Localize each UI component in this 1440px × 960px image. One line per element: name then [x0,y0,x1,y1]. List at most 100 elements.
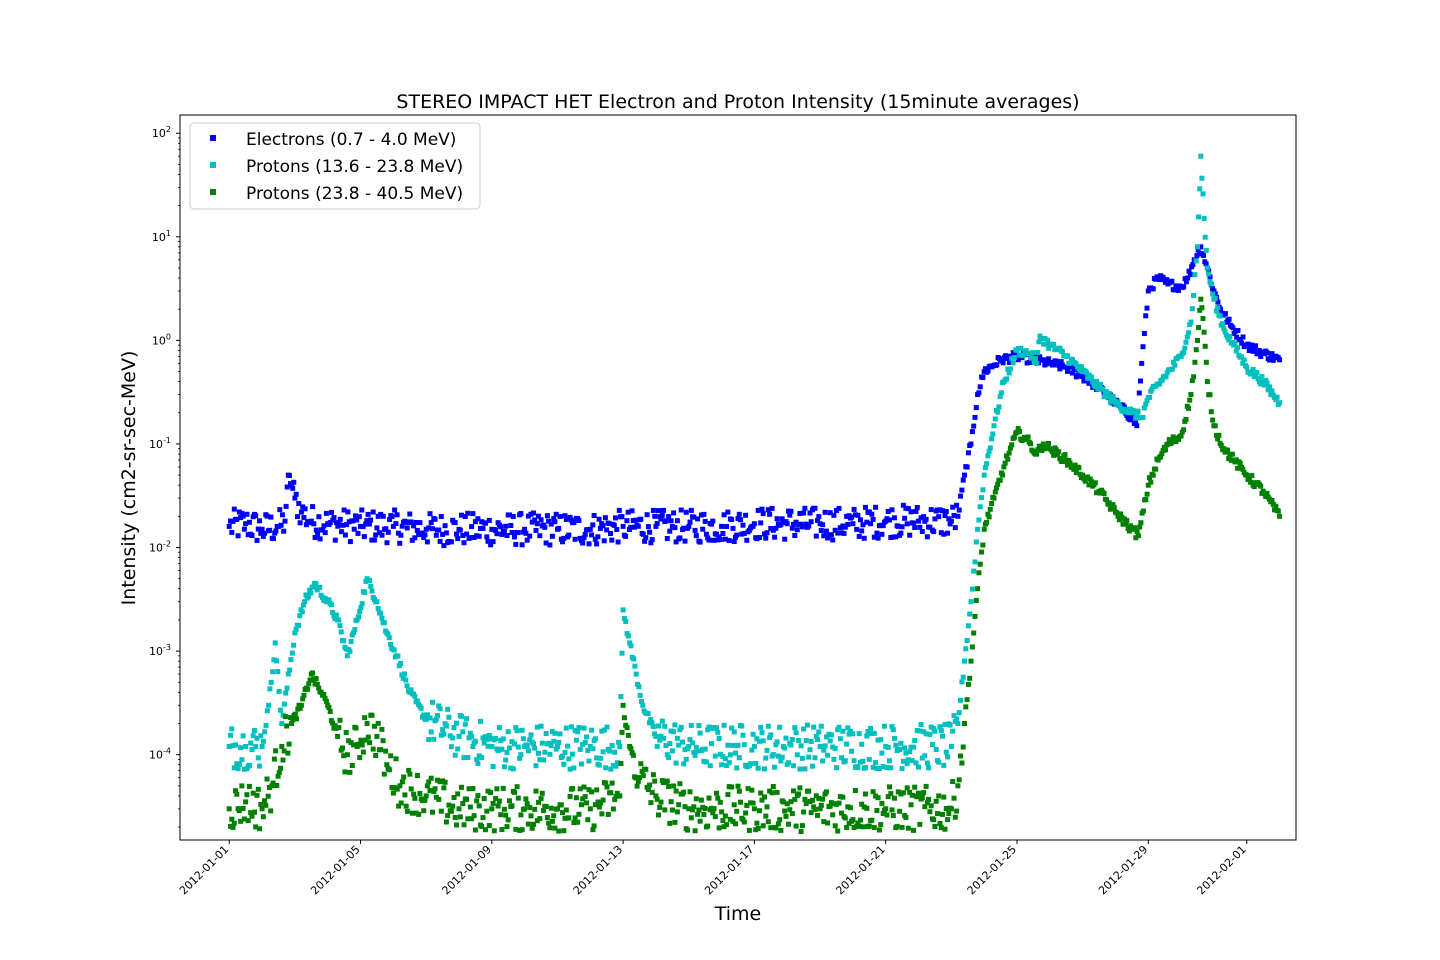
data-point-fill [524,743,530,749]
data-point-fill [1000,380,1006,386]
data-point-fill [568,724,574,730]
data-point-fill [662,723,668,729]
data-point-fill [885,744,891,750]
data-point-fill [305,594,311,600]
data-point-fill [656,812,661,818]
data-point-fill [396,803,402,809]
data-point-fill [332,616,338,622]
data-point-fill [327,520,333,526]
data-point-fill [359,742,365,748]
data-point-fill [863,765,868,771]
data-point-fill [539,740,545,746]
data-point-fill [1083,370,1089,376]
data-point-fill [1272,507,1277,513]
data-point-fill [621,715,627,721]
data-point-fill [927,731,933,737]
data-point-fill [900,758,906,764]
data-point-fill [924,800,930,806]
data-point-fill [779,754,785,760]
data-point-fill [560,753,565,759]
data-point [1188,392,1194,397]
data-point-fill [990,431,996,437]
data-point-fill [1114,510,1120,516]
data-point-fill [329,509,334,515]
data-point [226,744,232,749]
data-point-fill [656,723,661,729]
data-point-fill [553,511,559,517]
data-point-fill [546,820,552,826]
data-point-fill [445,813,451,819]
data-point-fill [618,761,624,766]
data-point-fill [869,511,875,517]
data-point-fill [469,816,475,822]
data-point-fill [236,509,242,515]
data-point-fill [1035,350,1041,355]
data-point-fill [1187,322,1193,328]
data-point-fill [612,749,618,755]
data-point-fill [815,518,820,523]
data-point-fill [496,725,502,731]
data-point-fill [1076,465,1082,471]
data-point-fill [422,716,428,722]
chart-title: STEREO IMPACT HET Electron and Proton In… [396,91,1079,113]
data-point-fill [284,484,290,490]
data-point-fill [386,635,392,641]
data-point-fill [336,617,342,623]
data-point-fill [373,753,379,758]
data-point-fill [777,817,783,823]
data-point-fill [682,804,688,810]
data-point-fill [286,473,292,478]
data-point-fill [563,516,569,522]
data-point-fill [895,789,901,795]
data-point-fill [782,808,788,814]
data-point [719,523,725,529]
data-point-fill [688,507,694,513]
data-point-fill [764,747,770,753]
data-point-fill [705,823,711,829]
data-point-fill [692,527,698,533]
data-point-fill [229,529,235,535]
data-point-fill [871,730,877,736]
data-point-fill [234,516,240,522]
data-point-fill [287,667,293,673]
data-point-fill [1267,384,1272,390]
data-point-fill [373,599,379,605]
data-point-fill [671,510,677,516]
data-point-fill [715,795,721,801]
data-point-fill [885,794,891,800]
data-point-fill [231,765,237,771]
data-point-fill [594,787,600,793]
data-points-layer [226,153,1283,834]
data-point-fill [1163,447,1168,453]
data-point-fill [741,819,747,825]
data-point [620,523,626,529]
data-point-fill [561,828,567,834]
data-point-fill [1150,472,1156,478]
data-point-fill [353,513,358,519]
data-point-fill [289,650,295,656]
data-point-fill [714,725,719,731]
data-point-fill [534,724,540,730]
data-point-fill [789,737,795,742]
data-point-fill [904,761,910,767]
data-point-fill [842,758,848,764]
data-point-fill [543,540,549,546]
data-point-fill [586,787,592,793]
data-point-fill [721,512,727,518]
y-tick-exponent: -1 [163,436,171,445]
data-point-fill [779,516,785,522]
data-point-fill [947,722,953,728]
data-point-fill [724,822,730,828]
data-point-fill [789,525,795,531]
data-point-fill [984,519,990,525]
data-point-fill [789,811,795,817]
data-point-fill [357,609,363,614]
data-point-fill [592,802,598,808]
data-point-fill [646,720,652,726]
data-point-fill [692,752,698,758]
data-point-fill [383,526,389,532]
data-point-fill [900,502,906,508]
data-point-fill [248,740,254,746]
data-point-fill [426,737,432,743]
data-point-fill [832,823,838,829]
